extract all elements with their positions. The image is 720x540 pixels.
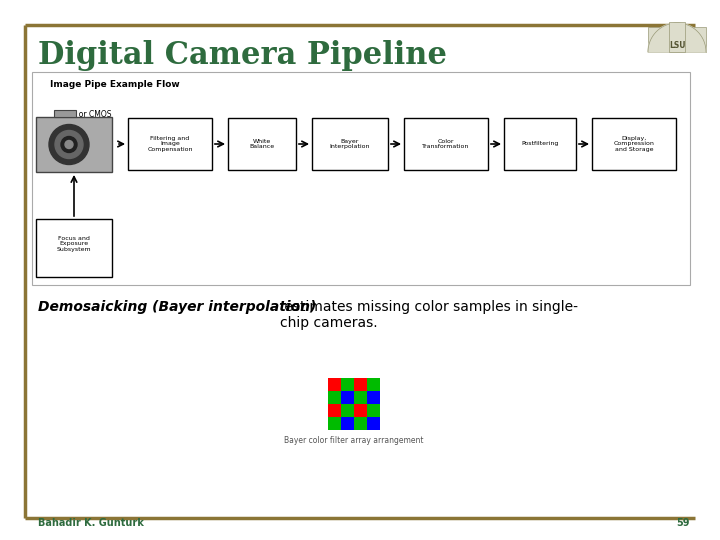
Bar xyxy=(669,22,685,52)
Bar xyxy=(367,391,380,404)
Text: Filtering and
Image
Compensation: Filtering and Image Compensation xyxy=(148,136,193,152)
Bar xyxy=(36,219,112,277)
Polygon shape xyxy=(648,23,706,52)
Text: 59: 59 xyxy=(677,518,690,528)
Bar xyxy=(341,417,354,430)
Bar xyxy=(32,72,690,285)
Text: Display,
Compression
and Storage: Display, Compression and Storage xyxy=(613,136,654,152)
Text: estimates missing color samples in single-
chip cameras.: estimates missing color samples in singl… xyxy=(280,300,578,330)
Bar xyxy=(328,378,341,391)
Bar xyxy=(354,404,367,417)
Circle shape xyxy=(49,125,89,165)
Text: Postfiltering: Postfiltering xyxy=(521,141,559,146)
Bar xyxy=(312,118,388,170)
Bar xyxy=(128,118,212,170)
Bar xyxy=(341,378,354,391)
Bar xyxy=(354,391,367,404)
Text: Focus and
Exposure
Subsystem: Focus and Exposure Subsystem xyxy=(57,235,91,252)
Text: Bahadir K. Gunturk: Bahadir K. Gunturk xyxy=(38,518,144,528)
Bar xyxy=(367,417,380,430)
Text: CCD or CMOS
Image Sensor: CCD or CMOS Image Sensor xyxy=(60,110,112,130)
Bar xyxy=(504,118,576,170)
Bar xyxy=(36,117,112,172)
Bar xyxy=(648,27,706,52)
Text: Bayer
Interpolation: Bayer Interpolation xyxy=(330,139,370,150)
Text: White
Balance: White Balance xyxy=(249,139,274,150)
Bar xyxy=(354,417,367,430)
Circle shape xyxy=(55,131,83,159)
Bar xyxy=(354,378,367,391)
Bar xyxy=(228,118,296,170)
Bar xyxy=(328,417,341,430)
Circle shape xyxy=(61,137,77,152)
Bar xyxy=(592,118,676,170)
Bar xyxy=(341,391,354,404)
Bar xyxy=(328,391,341,404)
Bar xyxy=(367,378,380,391)
Text: LSU: LSU xyxy=(669,41,685,50)
Text: Demosaicking (Bayer interpolation): Demosaicking (Bayer interpolation) xyxy=(38,300,316,314)
Text: Image Pipe Example Flow: Image Pipe Example Flow xyxy=(50,80,180,89)
Bar xyxy=(404,118,488,170)
Bar xyxy=(367,404,380,417)
Bar xyxy=(328,404,341,417)
Bar xyxy=(341,404,354,417)
Text: Color
Transformation: Color Transformation xyxy=(423,139,469,150)
Circle shape xyxy=(65,140,73,148)
Text: Bayer color filter array arrangement: Bayer color filter array arrangement xyxy=(284,436,424,445)
Bar xyxy=(54,110,76,117)
Text: Digital Camera Pipeline: Digital Camera Pipeline xyxy=(38,40,447,71)
